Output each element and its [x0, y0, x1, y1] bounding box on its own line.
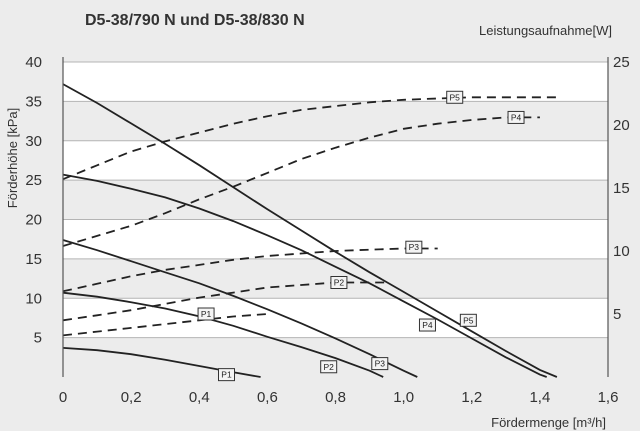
grid-lines [63, 61, 608, 339]
y-tick-label: 30 [25, 133, 42, 150]
y2-axis-label: Leistungsaufnahme[W] [479, 23, 612, 38]
curve-tag-box-p3 [371, 357, 389, 371]
curve-tag-p3: P3 [409, 242, 420, 252]
curve-tag-box-p2 [320, 360, 338, 374]
y2-tick-label: 20 [613, 117, 630, 134]
y2-tick-label: 5 [613, 306, 621, 323]
grid-band [63, 140, 608, 181]
y-axis-label: Förderhöhe [kPa] [5, 108, 20, 208]
curve-tag-box-p5 [446, 90, 464, 104]
x-tick-label: 0,2 [121, 389, 142, 406]
power-curve-p3 [62, 247, 438, 293]
axes [62, 57, 609, 377]
y2-tick-label: 15 [613, 180, 630, 197]
head-curve-p4 [62, 173, 547, 378]
y-tick-label: 25 [25, 172, 42, 189]
power-curve-p1 [62, 313, 268, 337]
curve-tag-p4: P4 [511, 112, 522, 122]
curve-tag-box-p5 [459, 313, 477, 327]
curve-tag-box-p4 [507, 110, 525, 124]
y2-tick-label: 10 [613, 243, 630, 260]
curve-tag-p2: P2 [334, 278, 345, 288]
y-tick-label: 40 [25, 54, 42, 71]
head-curve-p2 [62, 291, 384, 378]
y-tick-label: 10 [25, 290, 42, 307]
grid-bands [63, 62, 608, 338]
y-tick-label: 15 [25, 251, 42, 268]
x-tick-label: 0 [59, 389, 67, 406]
curve-tag-box-p1 [218, 368, 235, 382]
x-tick-label: 1,4 [529, 389, 550, 406]
curve-tag-p3: P3 [375, 359, 386, 369]
curve-tag-p5: P5 [463, 315, 474, 325]
tick-labels: 0 0,2 0,4 0,6 0,8 1,0 1,2 1,4 1,6 5 10 15 20 25 30 35 40… [25, 54, 629, 406]
x-tick-label: 0,4 [189, 389, 210, 406]
grid-band [63, 298, 608, 338]
curve-tag-box-p4 [418, 318, 436, 332]
x-tick-label: 1,2 [461, 389, 482, 406]
curve-labels: P1 P2 P3 P4 P5 P1 P2 P3 P4 P5 [197, 90, 525, 382]
y-tick-label: 20 [25, 212, 42, 229]
x-tick-label: 1,0 [393, 389, 414, 406]
curve-tag-box-p3 [405, 240, 423, 254]
curve-tag-p5: P5 [450, 92, 461, 102]
x-tick-label: 1,6 [598, 389, 619, 406]
chart-title: D5-38/790 N und D5-38/830 N [85, 12, 305, 29]
curve-tag-p4: P4 [422, 320, 433, 330]
head-curve-p5 [62, 83, 558, 378]
curve-tag-p1: P1 [221, 370, 232, 380]
curve-tag-box-p1 [197, 307, 215, 321]
y-tick-label: 5 [34, 330, 42, 347]
curve-tag-p2: P2 [323, 362, 334, 372]
power-curve-p4 [62, 116, 540, 247]
power-curve-p5 [62, 96, 557, 181]
x-tick-label: 0,6 [257, 389, 278, 406]
curve-tag-p1: P1 [201, 309, 212, 319]
grid-band [63, 219, 608, 259]
x-tick-label: 0,8 [325, 389, 346, 406]
x-axis-label: Fördermenge [m³/h] [491, 415, 606, 430]
curve-tag-box-p2 [330, 276, 348, 289]
y2-tick-label: 25 [613, 54, 630, 71]
y-tick-label: 35 [25, 93, 42, 110]
grid-band [63, 62, 608, 102]
head-curve-p3 [62, 239, 418, 378]
